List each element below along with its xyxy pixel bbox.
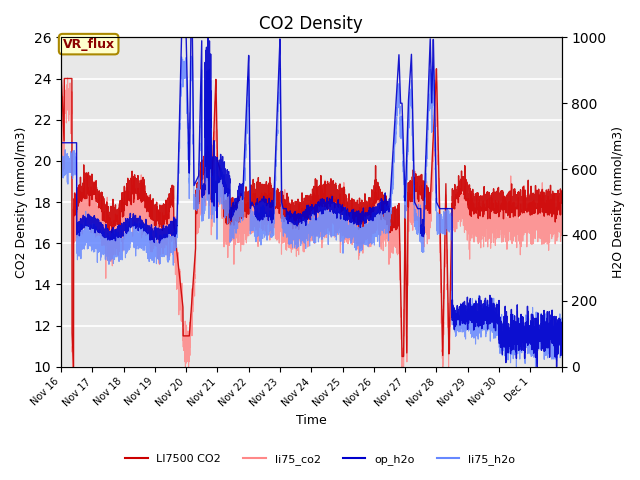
Legend: LI7500 CO2, li75_co2, op_h2o, li75_h2o: LI7500 CO2, li75_co2, op_h2o, li75_h2o [121, 450, 519, 469]
Title: CO2 Density: CO2 Density [259, 15, 363, 33]
Y-axis label: H2O Density (mmol/m3): H2O Density (mmol/m3) [612, 126, 625, 278]
Text: VR_flux: VR_flux [63, 37, 115, 50]
Y-axis label: CO2 Density (mmol/m3): CO2 Density (mmol/m3) [15, 126, 28, 278]
X-axis label: Time: Time [296, 414, 326, 427]
